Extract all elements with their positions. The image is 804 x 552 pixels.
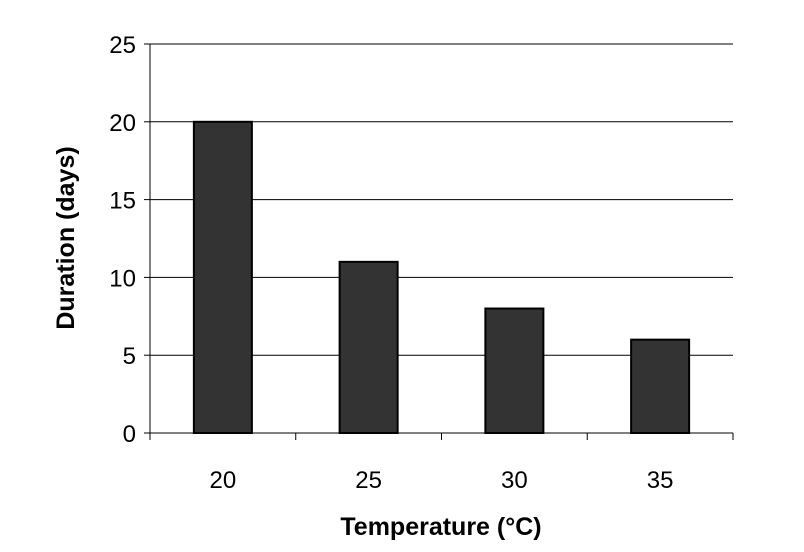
x-tick-label-30: 30	[501, 467, 528, 494]
bar-20	[192, 120, 253, 435]
y-axis-title: Duration (days)	[52, 146, 80, 329]
axes	[144, 43, 734, 440]
tick-labels: 0 5 10 15 20 25 20 25 30 35	[109, 32, 673, 494]
y-tick-label-0: 0	[123, 421, 136, 448]
y-tick-label-15: 15	[109, 188, 136, 215]
x-tick-label-20: 20	[210, 467, 237, 494]
y-tick-label-20: 20	[109, 110, 136, 137]
y-tick-label-5: 5	[123, 343, 136, 370]
y-tick-label-10: 10	[109, 265, 136, 292]
bar-25	[338, 260, 399, 434]
x-tick-label-35: 35	[647, 467, 674, 494]
bars	[192, 120, 691, 435]
x-tick-label-25: 25	[355, 467, 382, 494]
x-axis-title: Temperature (°C)	[340, 513, 541, 541]
bar-35	[630, 338, 691, 435]
bar-30	[484, 307, 545, 434]
y-tick-label-25: 25	[109, 32, 136, 59]
